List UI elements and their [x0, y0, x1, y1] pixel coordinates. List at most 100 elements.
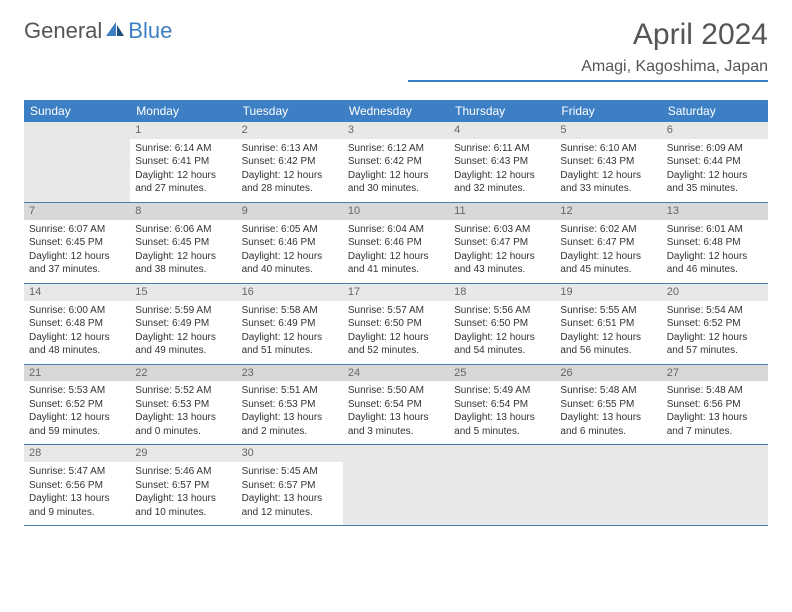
day-cell: 30Sunrise: 5:45 AMSunset: 6:57 PMDayligh…	[237, 445, 343, 526]
day-number: 30	[237, 445, 343, 462]
sunset-text: Sunset: 6:50 PM	[348, 317, 444, 331]
day-header: Sunday	[24, 100, 130, 122]
day-cell: 2Sunrise: 6:13 AMSunset: 6:42 PMDaylight…	[237, 122, 343, 203]
day-cell: 21Sunrise: 5:53 AMSunset: 6:52 PMDayligh…	[24, 365, 130, 446]
sunrise-text: Sunrise: 6:07 AM	[29, 223, 125, 237]
daylight-text: Daylight: 12 hours and 33 minutes.	[560, 169, 656, 196]
day-cell: 13Sunrise: 6:01 AMSunset: 6:48 PMDayligh…	[662, 203, 768, 284]
daylight-text: Daylight: 12 hours and 32 minutes.	[454, 169, 550, 196]
daylight-text: Daylight: 13 hours and 7 minutes.	[667, 411, 763, 438]
day-number: 7	[24, 203, 130, 220]
day-number: 8	[130, 203, 236, 220]
day-number: 17	[343, 284, 449, 301]
daylight-text: Daylight: 13 hours and 2 minutes.	[242, 411, 338, 438]
sunrise-text: Sunrise: 5:48 AM	[560, 384, 656, 398]
daylight-text: Daylight: 12 hours and 52 minutes.	[348, 331, 444, 358]
day-cell: 6Sunrise: 6:09 AMSunset: 6:44 PMDaylight…	[662, 122, 768, 203]
sunrise-text: Sunrise: 5:53 AM	[29, 384, 125, 398]
sunset-text: Sunset: 6:57 PM	[242, 479, 338, 493]
day-cell: 27Sunrise: 5:48 AMSunset: 6:56 PMDayligh…	[662, 365, 768, 446]
daylight-text: Daylight: 12 hours and 27 minutes.	[135, 169, 231, 196]
sunset-text: Sunset: 6:53 PM	[135, 398, 231, 412]
day-number: 22	[130, 365, 236, 382]
sunrise-text: Sunrise: 6:10 AM	[560, 142, 656, 156]
sunset-text: Sunset: 6:42 PM	[242, 155, 338, 169]
sunset-text: Sunset: 6:53 PM	[242, 398, 338, 412]
sunrise-text: Sunrise: 5:48 AM	[667, 384, 763, 398]
sunrise-text: Sunrise: 5:46 AM	[135, 465, 231, 479]
daylight-text: Daylight: 12 hours and 28 minutes.	[242, 169, 338, 196]
day-cell: 16Sunrise: 5:58 AMSunset: 6:49 PMDayligh…	[237, 284, 343, 365]
day-number: 21	[24, 365, 130, 382]
sunset-text: Sunset: 6:49 PM	[242, 317, 338, 331]
sunrise-text: Sunrise: 5:58 AM	[242, 304, 338, 318]
day-number: 25	[449, 365, 555, 382]
sunset-text: Sunset: 6:52 PM	[667, 317, 763, 331]
sunrise-text: Sunrise: 5:49 AM	[454, 384, 550, 398]
sunset-text: Sunset: 6:41 PM	[135, 155, 231, 169]
day-header: Wednesday	[343, 100, 449, 122]
sunset-text: Sunset: 6:49 PM	[135, 317, 231, 331]
day-cell	[343, 445, 449, 526]
day-number: 11	[449, 203, 555, 220]
sunset-text: Sunset: 6:54 PM	[348, 398, 444, 412]
daylight-text: Daylight: 13 hours and 5 minutes.	[454, 411, 550, 438]
day-header: Thursday	[449, 100, 555, 122]
daylight-text: Daylight: 12 hours and 49 minutes.	[135, 331, 231, 358]
day-number: 13	[662, 203, 768, 220]
daylight-text: Daylight: 13 hours and 10 minutes.	[135, 492, 231, 519]
daylight-text: Daylight: 12 hours and 40 minutes.	[242, 250, 338, 277]
daylight-text: Daylight: 12 hours and 56 minutes.	[560, 331, 656, 358]
sunset-text: Sunset: 6:50 PM	[454, 317, 550, 331]
sunset-text: Sunset: 6:52 PM	[29, 398, 125, 412]
sunrise-text: Sunrise: 6:06 AM	[135, 223, 231, 237]
day-cell: 18Sunrise: 5:56 AMSunset: 6:50 PMDayligh…	[449, 284, 555, 365]
sunrise-text: Sunrise: 6:00 AM	[29, 304, 125, 318]
daylight-text: Daylight: 12 hours and 38 minutes.	[135, 250, 231, 277]
daylight-text: Daylight: 12 hours and 30 minutes.	[348, 169, 444, 196]
sunrise-text: Sunrise: 6:11 AM	[454, 142, 550, 156]
daylight-text: Daylight: 12 hours and 45 minutes.	[560, 250, 656, 277]
sunrise-text: Sunrise: 6:04 AM	[348, 223, 444, 237]
daylight-text: Daylight: 13 hours and 3 minutes.	[348, 411, 444, 438]
logo-text-general: General	[24, 18, 102, 44]
daylight-text: Daylight: 12 hours and 48 minutes.	[29, 331, 125, 358]
day-number: 10	[343, 203, 449, 220]
sunset-text: Sunset: 6:56 PM	[29, 479, 125, 493]
day-cell: 22Sunrise: 5:52 AMSunset: 6:53 PMDayligh…	[130, 365, 236, 446]
day-cell: 24Sunrise: 5:50 AMSunset: 6:54 PMDayligh…	[343, 365, 449, 446]
sunset-text: Sunset: 6:44 PM	[667, 155, 763, 169]
logo: General Blue	[24, 18, 172, 44]
day-cell	[449, 445, 555, 526]
day-number: 27	[662, 365, 768, 382]
day-number: 1	[130, 122, 236, 139]
sunrise-text: Sunrise: 5:50 AM	[348, 384, 444, 398]
day-cell	[555, 445, 661, 526]
daylight-text: Daylight: 12 hours and 43 minutes.	[454, 250, 550, 277]
day-number: 9	[237, 203, 343, 220]
daylight-text: Daylight: 12 hours and 41 minutes.	[348, 250, 444, 277]
day-cell: 26Sunrise: 5:48 AMSunset: 6:55 PMDayligh…	[555, 365, 661, 446]
day-number: 18	[449, 284, 555, 301]
sunset-text: Sunset: 6:45 PM	[29, 236, 125, 250]
day-cell: 14Sunrise: 6:00 AMSunset: 6:48 PMDayligh…	[24, 284, 130, 365]
logo-sail-icon	[104, 20, 126, 43]
day-number: 4	[449, 122, 555, 139]
header: General Blue April 2024 Amagi, Kagoshima…	[24, 18, 768, 82]
daylight-text: Daylight: 12 hours and 54 minutes.	[454, 331, 550, 358]
month-title: April 2024	[408, 18, 768, 52]
day-cell: 9Sunrise: 6:05 AMSunset: 6:46 PMDaylight…	[237, 203, 343, 284]
sunrise-text: Sunrise: 6:13 AM	[242, 142, 338, 156]
day-number: 15	[130, 284, 236, 301]
day-cell: 1Sunrise: 6:14 AMSunset: 6:41 PMDaylight…	[130, 122, 236, 203]
day-cell	[24, 122, 130, 203]
day-cell: 17Sunrise: 5:57 AMSunset: 6:50 PMDayligh…	[343, 284, 449, 365]
day-cell: 19Sunrise: 5:55 AMSunset: 6:51 PMDayligh…	[555, 284, 661, 365]
day-number: 3	[343, 122, 449, 139]
day-cell: 25Sunrise: 5:49 AMSunset: 6:54 PMDayligh…	[449, 365, 555, 446]
day-header: Tuesday	[237, 100, 343, 122]
daylight-text: Daylight: 13 hours and 0 minutes.	[135, 411, 231, 438]
logo-text-blue: Blue	[128, 18, 172, 44]
sunrise-text: Sunrise: 5:47 AM	[29, 465, 125, 479]
sunset-text: Sunset: 6:46 PM	[242, 236, 338, 250]
